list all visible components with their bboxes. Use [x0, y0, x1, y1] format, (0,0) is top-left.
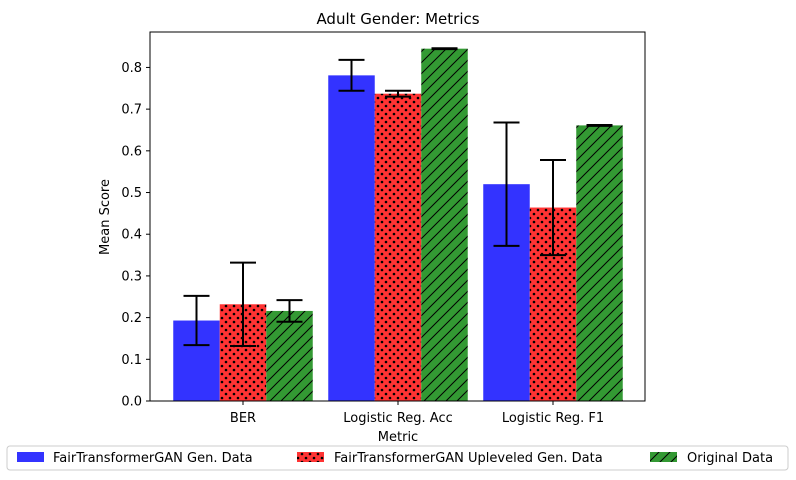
chart-title: Adult Gender: Metrics [316, 10, 479, 28]
bars-layer [173, 48, 623, 402]
error-bars-layer [183, 47, 613, 347]
bar [266, 310, 313, 401]
legend-swatch [650, 452, 677, 462]
bar [421, 48, 468, 401]
x-tick-label: BER [230, 411, 256, 426]
x-tick-label: Logistic Reg. Acc [343, 411, 453, 426]
x-axis: BER Logistic Reg. Acc Logistic Reg. F1 [230, 401, 604, 426]
y-tick-label: 0.4 [121, 228, 142, 243]
legend-label: FairTransformerGAN Gen. Data [53, 451, 253, 466]
y-tick-label: 0.0 [121, 395, 142, 410]
legend-swatch [297, 452, 324, 462]
y-axis-label: Mean Score [98, 179, 113, 255]
y-tick-label: 0.7 [121, 103, 142, 118]
legend-label: Original Data [687, 451, 773, 466]
y-tick-label: 0.5 [121, 186, 142, 201]
bar [328, 75, 375, 402]
y-tick-label: 0.3 [121, 269, 142, 284]
x-tick-label: Logistic Reg. F1 [502, 411, 604, 426]
y-tick-label: 0.2 [121, 311, 142, 326]
y-tick-label: 0.1 [121, 353, 142, 368]
legend: FairTransformerGAN Gen. Data FairTransfor… [6, 445, 789, 471]
legend-box [6, 445, 789, 471]
bar [576, 125, 623, 401]
y-axis: 0.0 0.1 0.2 0.3 0.4 0.5 0.6 0.7 0.8 [121, 61, 150, 410]
legend-swatch [17, 452, 44, 462]
y-tick-label: 0.6 [121, 144, 142, 159]
legend-label: FairTransformerGAN Upleveled Gen. Data [334, 451, 603, 466]
x-axis-label: Metric [378, 430, 418, 445]
bar [374, 93, 422, 402]
y-tick-label: 0.8 [121, 61, 142, 76]
